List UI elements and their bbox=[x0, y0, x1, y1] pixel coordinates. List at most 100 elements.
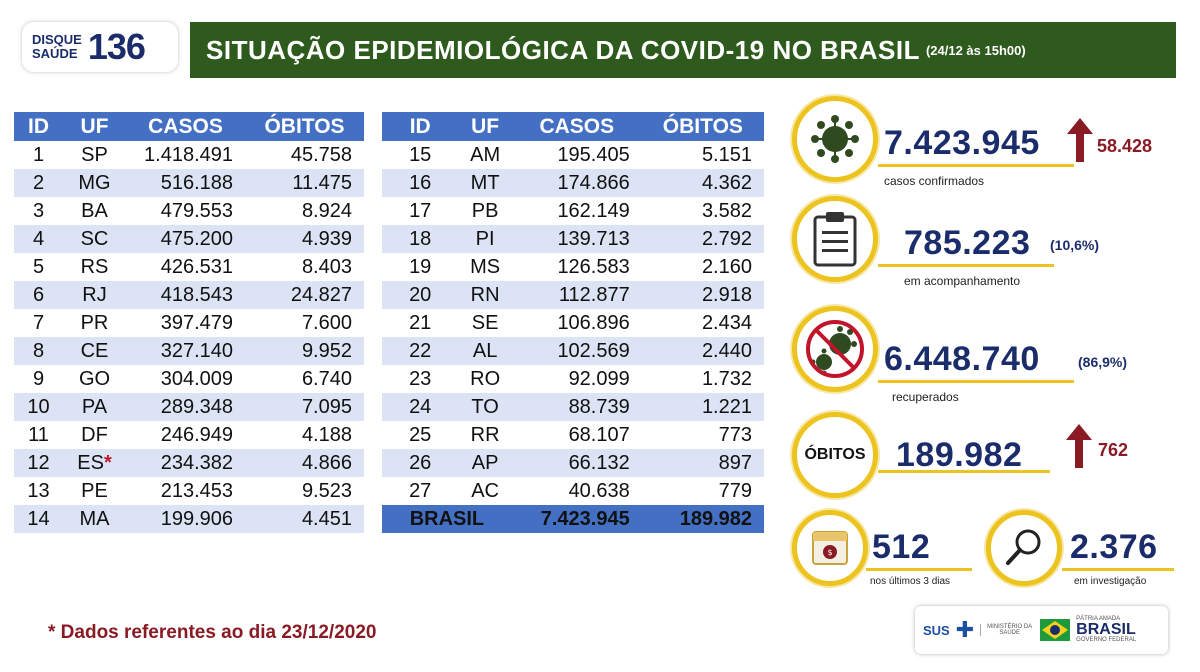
table-row: 7 PR 397.479 7.600 bbox=[14, 309, 364, 337]
cell-id: 8 bbox=[14, 337, 63, 365]
brasil-logo: PÁTRIA AMADA BRASIL GOVERNO FEDERAL bbox=[1076, 616, 1136, 644]
total-cases: 7.423.945 bbox=[511, 505, 642, 533]
underline bbox=[878, 264, 1054, 267]
cell-deaths: 773 bbox=[718, 423, 752, 446]
cell-uf: CE bbox=[63, 337, 126, 365]
confirmed-value: 7.423.945 bbox=[884, 124, 1040, 162]
cell-uf: ES* bbox=[63, 449, 126, 477]
monitoring-value: 785.223 bbox=[904, 224, 1031, 262]
cell-uf: MS bbox=[470, 255, 501, 278]
cell-id: 15 bbox=[409, 143, 432, 166]
cell-cases: 246.949 bbox=[160, 423, 233, 446]
cell-cases: 479.553 bbox=[160, 199, 233, 222]
logo-text: DISQUE SAÚDE bbox=[32, 33, 82, 61]
table-row: 13 PE 213.453 9.523 bbox=[14, 477, 364, 505]
table-row: 18 PI 139.713 2.792 bbox=[382, 225, 764, 253]
cell-uf: PI bbox=[458, 225, 512, 253]
brasil-label: BRASIL bbox=[1076, 621, 1136, 638]
table-row: 11 DF 246.949 4.188 bbox=[14, 421, 364, 449]
cell-uf: AL bbox=[458, 337, 512, 365]
cell-id: 11 bbox=[28, 423, 49, 446]
last3-value: 512 bbox=[872, 528, 931, 566]
magnifier-icon bbox=[986, 510, 1062, 586]
cell-id: 26 bbox=[382, 449, 459, 477]
cell-uf: PB bbox=[471, 199, 499, 222]
footnote-marker: * bbox=[103, 451, 112, 474]
cell-deaths: 4.188 bbox=[301, 423, 352, 446]
confirmed-delta: 58.428 bbox=[1097, 136, 1153, 156]
table-row: 19 MS 126.583 2.160 bbox=[382, 253, 764, 281]
svg-text:$: $ bbox=[827, 548, 832, 557]
cell-deaths: 2.792 bbox=[641, 225, 764, 253]
sus-logo: SUS bbox=[923, 622, 950, 638]
cell-uf: MG bbox=[63, 169, 126, 197]
header-id: ID bbox=[382, 112, 459, 141]
cell-deaths: 9.952 bbox=[245, 337, 364, 365]
cell-cases: 304.009 bbox=[160, 367, 233, 390]
investigation-label: em investigação bbox=[1074, 576, 1147, 587]
cell-cases: 112.877 bbox=[511, 281, 642, 309]
disque-saude-logo: DISQUE SAÚDE 136 bbox=[22, 22, 178, 72]
confirmed-label: casos confirmados bbox=[884, 174, 985, 188]
cell-id: 10 bbox=[14, 393, 63, 421]
cell-id: 6 bbox=[14, 281, 63, 309]
cell-cases: 88.739 bbox=[511, 393, 642, 421]
cell-cases: 199.906 bbox=[126, 505, 245, 533]
cell-id: 27 bbox=[409, 479, 432, 502]
cell-deaths: 4.866 bbox=[245, 449, 364, 477]
cell-uf: AM bbox=[470, 143, 501, 166]
table-row: 20 RN 112.877 2.918 bbox=[382, 281, 764, 309]
cell-deaths: 897 bbox=[641, 449, 764, 477]
cell-cases: 126.583 bbox=[557, 255, 630, 278]
cell-deaths: 1.221 bbox=[641, 393, 764, 421]
cell-id: 24 bbox=[382, 393, 459, 421]
virus-icon bbox=[792, 96, 878, 182]
cell-uf: AC bbox=[471, 479, 500, 502]
table-row: 22 AL 102.569 2.440 bbox=[382, 337, 764, 365]
cell-cases: 327.140 bbox=[126, 337, 245, 365]
cell-deaths: 3.582 bbox=[701, 199, 752, 222]
cell-deaths: 779 bbox=[718, 479, 752, 502]
cell-deaths: 7.095 bbox=[245, 393, 364, 421]
cell-id: 16 bbox=[382, 169, 459, 197]
cell-deaths: 2.160 bbox=[701, 255, 752, 278]
logo-line1: DISQUE bbox=[32, 32, 82, 47]
cell-deaths: 24.827 bbox=[245, 281, 364, 309]
cell-cases: 289.348 bbox=[126, 393, 245, 421]
states-table-left: ID UF CASOS ÓBITOS 1 SP 1.418.491 45.758 2 MG… bbox=[14, 112, 364, 533]
cell-uf: RS bbox=[80, 255, 109, 278]
cell-deaths: 2.434 bbox=[701, 311, 752, 334]
header-cases: CASOS bbox=[126, 112, 245, 141]
cell-uf: PE bbox=[81, 479, 108, 502]
cell-deaths: 9.523 bbox=[301, 479, 352, 502]
clipboard-icon bbox=[792, 196, 878, 282]
cell-cases: 213.453 bbox=[160, 479, 233, 502]
table-row: 1 SP 1.418.491 45.758 bbox=[14, 141, 364, 169]
cell-id: 2 bbox=[14, 169, 63, 197]
cell-id: 25 bbox=[409, 423, 432, 446]
cell-uf: RJ bbox=[63, 281, 126, 309]
table-row: 23 RO 92.099 1.732 bbox=[382, 365, 764, 393]
cell-cases: 92.099 bbox=[568, 367, 630, 390]
monitoring-pct: (10,6%) bbox=[1050, 237, 1100, 253]
brazil-flag-icon bbox=[1040, 619, 1071, 641]
cell-cases: 234.382 bbox=[126, 449, 245, 477]
cell-id: 19 bbox=[409, 255, 432, 278]
cell-id: 20 bbox=[382, 281, 459, 309]
deaths-badge-label: ÓBITOS bbox=[804, 446, 866, 463]
table-row: 16 MT 174.866 4.362 bbox=[382, 169, 764, 197]
cell-deaths: 8.924 bbox=[301, 199, 352, 222]
cell-deaths: 1.732 bbox=[701, 367, 752, 390]
cell-deaths: 7.600 bbox=[301, 311, 352, 334]
table-row: 10 PA 289.348 7.095 bbox=[14, 393, 364, 421]
underline bbox=[866, 568, 972, 571]
header-deaths: ÓBITOS bbox=[641, 112, 764, 141]
cell-cases: 66.132 bbox=[511, 449, 642, 477]
cell-deaths: 2.440 bbox=[641, 337, 764, 365]
monitoring-label: em acompanhamento bbox=[904, 274, 1021, 288]
cell-uf: SC bbox=[63, 225, 126, 253]
cell-uf: RN bbox=[458, 281, 512, 309]
header-uf: UF bbox=[63, 112, 126, 141]
header-id: ID bbox=[14, 112, 63, 141]
cell-uf: SE bbox=[471, 311, 499, 334]
